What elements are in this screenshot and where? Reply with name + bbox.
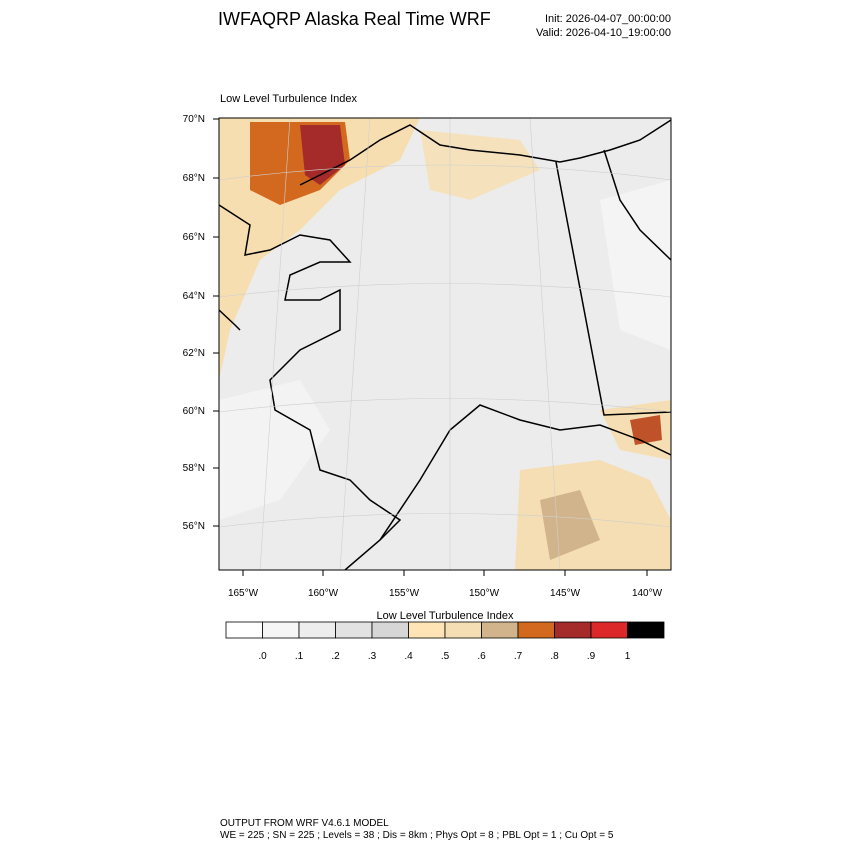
colorbar-label: .1 [295, 651, 304, 662]
lat-label: 66°N [183, 232, 205, 243]
colorbar-box [444, 621, 482, 639]
colorbar-title: Low Level Turbulence Index [377, 610, 514, 622]
map [218, 117, 672, 571]
title: IWFAQRP Alaska Real Time WRF [218, 9, 491, 29]
lon-label: 145°W [550, 588, 581, 599]
lat-label: 64°N [183, 291, 205, 302]
lon-label: 165°W [228, 588, 259, 599]
colorbar-box [262, 621, 300, 639]
colorbar-label: .5 [441, 651, 450, 662]
lat-label: 58°N [183, 463, 205, 474]
colorbar-label: .9 [587, 651, 596, 662]
colorbar-label: .8 [550, 651, 559, 662]
colorbar-box [408, 621, 446, 639]
colorbar-label: .3 [368, 651, 377, 662]
valid-time: Valid: 2026-04-10_19:00:00 [536, 27, 671, 39]
lon-label: 155°W [389, 588, 420, 599]
colorbar-label: .6 [477, 651, 486, 662]
lon-label: 140°W [632, 588, 663, 599]
colorbar-box [627, 621, 665, 639]
colorbar-box [481, 621, 519, 639]
lon-label: 160°W [308, 588, 339, 599]
footer-line: WE = 225 ; SN = 225 ; Levels = 38 ; Dis … [220, 830, 614, 841]
colorbar-box [335, 621, 373, 639]
lon-label: 150°W [469, 588, 500, 599]
colorbar-box [371, 621, 409, 639]
colorbar-label: .7 [514, 651, 523, 662]
colorbar-label: 1 [625, 651, 631, 662]
colorbar-label: .2 [331, 651, 340, 662]
lat-label: 62°N [183, 348, 205, 359]
colorbar-box [590, 621, 628, 639]
colorbar-box [554, 621, 592, 639]
lat-label: 68°N [183, 173, 205, 184]
lat-label: 60°N [183, 406, 205, 417]
colorbar-label: .0 [258, 651, 267, 662]
init-time: Init: 2026-04-07_00:00:00 [545, 13, 671, 25]
map-title: Low Level Turbulence Index [220, 93, 357, 105]
footer-line: OUTPUT FROM WRF V4.6.1 MODEL [220, 818, 389, 829]
lat-label: 56°N [183, 521, 205, 532]
colorbar-box [298, 621, 336, 639]
colorbar-box [517, 621, 555, 639]
colorbar: .0 .1 .2 .3 .4 .5 .6 .7 .8 .9 1 [225, 621, 665, 662]
colorbar-label: .4 [404, 651, 413, 662]
colorbar-box [225, 621, 263, 639]
lat-label: 70°N [183, 114, 205, 125]
